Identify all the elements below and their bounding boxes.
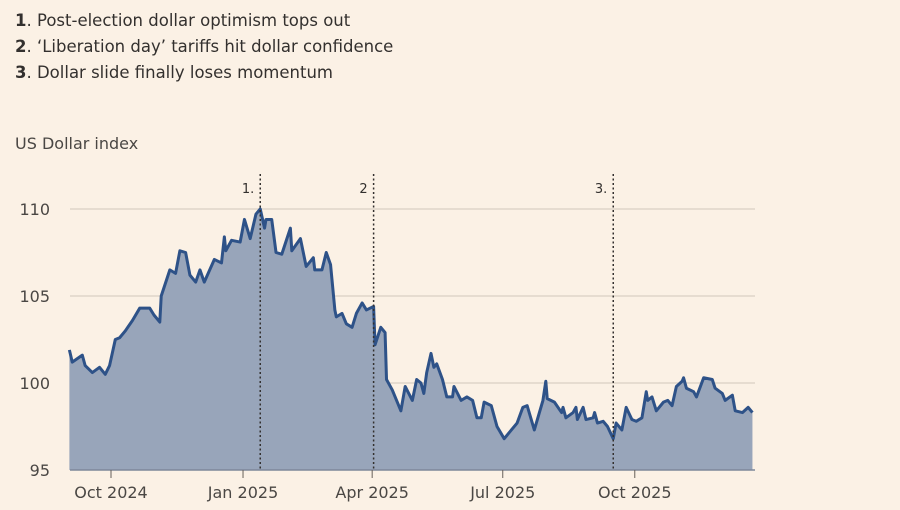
x-tick-label: Apr 2025 (335, 483, 408, 502)
annotation-text: . Post-election dollar optimism tops out (26, 11, 351, 30)
x-tick-label: Oct 2025 (598, 483, 671, 502)
annotation-text: . Dollar slide finally loses momentum (26, 63, 333, 82)
annotation-list: 1. Post-election dollar optimism tops ou… (15, 8, 393, 86)
x-tick-label: Jan 2025 (207, 483, 278, 502)
y-axis-title: US Dollar index (15, 134, 139, 153)
annotation-item: 3. Dollar slide finally loses momentum (15, 60, 393, 86)
annotation-item: 2. ‘Liberation day’ tariffs hit dollar c… (15, 34, 393, 60)
event-marker-label: 3. (595, 182, 607, 197)
annotation-number: 3 (15, 63, 27, 82)
series-line (67, 207, 754, 441)
area-fill (69, 209, 753, 470)
annotation-number: 2 (15, 37, 27, 56)
annotation-text: . ‘Liberation day’ tariffs hit dollar co… (26, 37, 394, 56)
x-tick-label: Jul 2025 (469, 483, 535, 502)
y-tick-label: 105 (19, 287, 50, 306)
y-tick-label: 110 (19, 200, 50, 219)
annotation-item: 1. Post-election dollar optimism tops ou… (15, 8, 393, 34)
event-marker-label: 2 (359, 182, 367, 197)
event-marker-label: 1. (242, 182, 254, 197)
annotation-number: 1 (15, 11, 27, 30)
x-tick-label: Oct 2024 (74, 483, 147, 502)
y-tick-label: 95 (30, 461, 50, 480)
y-tick-label: 100 (19, 374, 50, 393)
